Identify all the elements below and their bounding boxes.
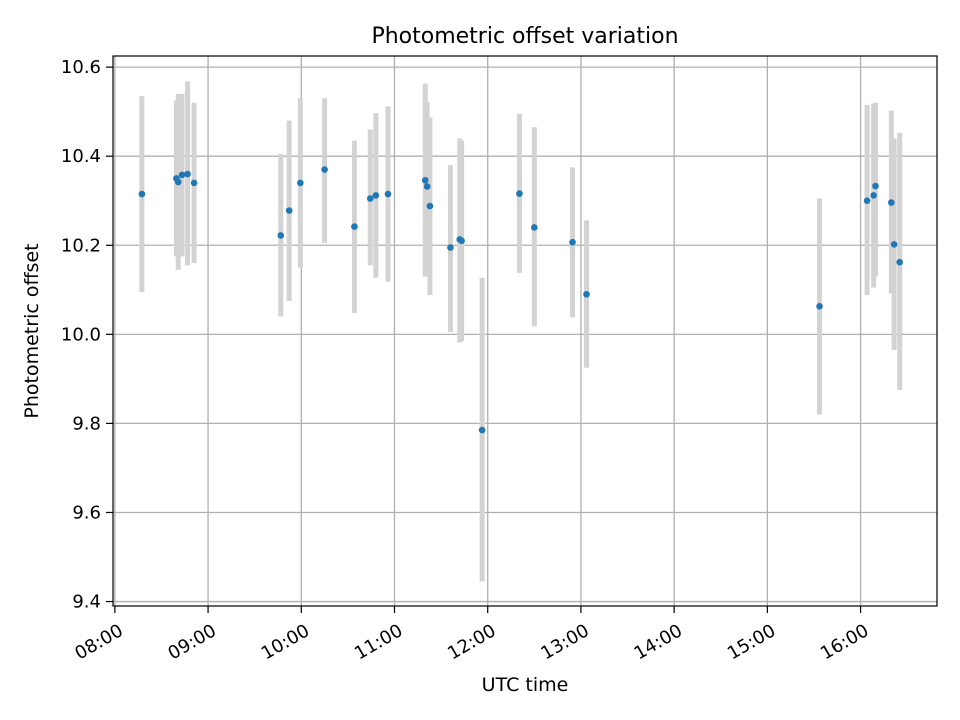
data-point [896,258,904,266]
data-point [447,244,454,251]
chart-title: Photometric offset variation [371,24,678,49]
y-axis-label: Photometric offset [21,243,43,418]
plot-frame [112,55,938,607]
data-point [277,232,285,239]
y-axis-ticks: 9.4 9.6 9.8 10.0 10.2 10.4 10.6 [61,57,113,613]
data-point [870,192,877,199]
y-tick-label: 9.8 [72,413,101,434]
y-tick-label: 9.6 [72,502,101,523]
data-point [478,426,486,434]
data-point [890,241,898,248]
x-axis-label: UTC time [482,674,569,696]
data-point [178,171,186,179]
data-point [423,183,431,190]
data-point [321,166,328,173]
data-point [531,224,538,231]
data-point [863,197,871,205]
data-point [184,170,191,178]
y-tick-label: 10.4 [61,146,101,167]
data-point [872,182,879,190]
data-point [174,178,182,186]
data-point [426,202,434,210]
y-tick-label: 9.4 [72,592,101,613]
data-point [372,192,380,199]
data-point [190,179,198,187]
data-point [583,290,590,298]
data-point [297,179,304,187]
y-tick-label: 10.2 [61,235,101,256]
data-point [421,176,429,184]
data-point [888,199,895,206]
data-point [458,237,465,245]
y-tick-label: 10.6 [61,57,101,78]
y-tick-label: 10.0 [61,324,101,345]
data-point [816,302,823,310]
data-point [285,207,293,214]
data-point [384,190,392,198]
data-point [366,195,374,202]
data-point [138,190,146,198]
data-points [138,166,904,434]
data-point [516,190,523,197]
data-point [351,223,358,230]
data-point [569,238,576,246]
